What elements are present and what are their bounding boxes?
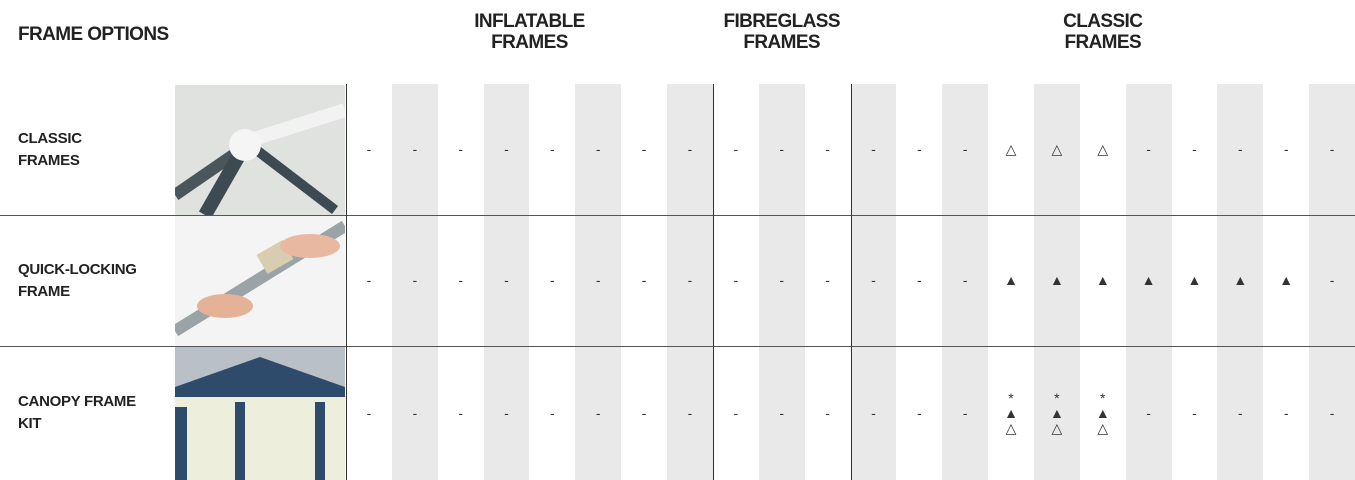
cell-value: - bbox=[779, 272, 785, 288]
cell-value: ▲ bbox=[1187, 272, 1202, 288]
cell-value: - bbox=[825, 141, 830, 157]
row-label: CLASSIC FRAMES bbox=[18, 129, 82, 169]
page-title: FRAME OPTIONS bbox=[18, 24, 169, 45]
cell-value: - bbox=[733, 404, 739, 421]
cell-value: - bbox=[595, 141, 601, 157]
cell-value: - bbox=[595, 272, 601, 288]
cell-value: - bbox=[641, 404, 647, 421]
column-shade bbox=[1033, 84, 1080, 480]
cell-value: △ bbox=[1005, 141, 1017, 157]
column-shade bbox=[483, 84, 530, 480]
cell-value: - bbox=[687, 141, 693, 157]
column-shade bbox=[575, 84, 622, 480]
cell-value: - bbox=[412, 404, 418, 421]
row-label: QUICK-LOCKING FRAME bbox=[18, 260, 137, 300]
cell-value: - bbox=[1238, 141, 1243, 157]
cell-value: - bbox=[550, 272, 555, 288]
cell-value: - bbox=[916, 141, 922, 157]
group-header: INFLATABLE FRAMES bbox=[474, 11, 585, 53]
cell-value: - bbox=[641, 141, 647, 157]
cell-value: - bbox=[1283, 404, 1289, 421]
cell-value: - bbox=[641, 272, 647, 288]
cell-value: - bbox=[504, 404, 509, 421]
cell-value: - bbox=[687, 404, 693, 421]
group-header: FIBREGLASS FRAMES bbox=[723, 11, 840, 53]
cell-value: - bbox=[825, 272, 830, 288]
column-divider bbox=[346, 84, 347, 480]
cell-value: - bbox=[366, 404, 372, 421]
cell-value: - bbox=[733, 141, 739, 157]
cell-value: - bbox=[366, 272, 372, 288]
cell-value: - bbox=[871, 404, 876, 421]
cell-value: - bbox=[412, 141, 418, 157]
cell-value: * ▲ △ bbox=[1095, 389, 1110, 436]
cell-value: - bbox=[1146, 141, 1151, 157]
cell-value: - bbox=[916, 404, 922, 421]
column-divider bbox=[712, 84, 714, 480]
cell-value: ▲ bbox=[1049, 272, 1064, 288]
cell-value: - bbox=[962, 272, 968, 288]
cell-value: - bbox=[825, 404, 830, 421]
group-header: CLASSIC FRAMES bbox=[1063, 11, 1143, 53]
cell-value: - bbox=[504, 141, 509, 157]
cell-value: - bbox=[962, 141, 968, 157]
column-divider bbox=[850, 84, 852, 480]
cell-value: ▲ bbox=[1233, 272, 1248, 288]
row-label: CANOPY FRAME KIT bbox=[18, 393, 136, 432]
cell-value: - bbox=[1192, 141, 1197, 157]
cell-value: - bbox=[458, 272, 463, 288]
cell-value: - bbox=[1329, 404, 1335, 421]
canopy-image bbox=[175, 347, 345, 480]
cell-value: - bbox=[1238, 404, 1243, 421]
cell-value: - bbox=[871, 272, 876, 288]
column-shade bbox=[1217, 84, 1264, 480]
column-shade bbox=[391, 84, 438, 480]
column-shade bbox=[850, 84, 897, 480]
row-divider bbox=[0, 346, 1355, 347]
cell-value: - bbox=[412, 272, 418, 288]
cell-value: ▲ bbox=[1279, 272, 1294, 288]
column-shade bbox=[942, 84, 989, 480]
cell-value: - bbox=[779, 141, 785, 157]
cell-value: * ▲ △ bbox=[1004, 389, 1018, 436]
cell-value: - bbox=[916, 272, 922, 288]
cell-value: - bbox=[458, 141, 463, 157]
cell-value: ▲ bbox=[1095, 272, 1110, 288]
cell-value: - bbox=[458, 404, 463, 421]
quick-locking-image bbox=[175, 216, 345, 346]
cell-value: - bbox=[504, 272, 509, 288]
cell-value: - bbox=[871, 141, 876, 157]
cell-value: △ bbox=[1097, 141, 1109, 157]
cell-value: - bbox=[962, 404, 968, 421]
cell-value: * ▲ △ bbox=[1049, 389, 1064, 436]
cell-value: - bbox=[1192, 404, 1197, 421]
cell-value: ▲ bbox=[1004, 272, 1018, 288]
row-divider bbox=[0, 215, 1355, 216]
cell-value: - bbox=[1329, 272, 1335, 288]
column-shade bbox=[667, 84, 713, 480]
cell-value: - bbox=[595, 404, 601, 421]
cell-value: △ bbox=[1051, 141, 1063, 157]
cell-value: - bbox=[1329, 141, 1335, 157]
cell-value: - bbox=[779, 404, 785, 421]
cell-value: - bbox=[1146, 404, 1151, 421]
cell-value: - bbox=[733, 272, 739, 288]
classic-frame-image bbox=[175, 85, 345, 215]
column-shade bbox=[758, 84, 805, 480]
cell-value: ▲ bbox=[1141, 272, 1156, 288]
cell-value: - bbox=[687, 272, 693, 288]
column-shade bbox=[1125, 84, 1172, 480]
cell-value: - bbox=[366, 141, 372, 157]
column-shade bbox=[1309, 84, 1355, 480]
cell-value: - bbox=[550, 141, 555, 157]
cell-value: - bbox=[550, 404, 555, 421]
cell-value: - bbox=[1283, 141, 1289, 157]
